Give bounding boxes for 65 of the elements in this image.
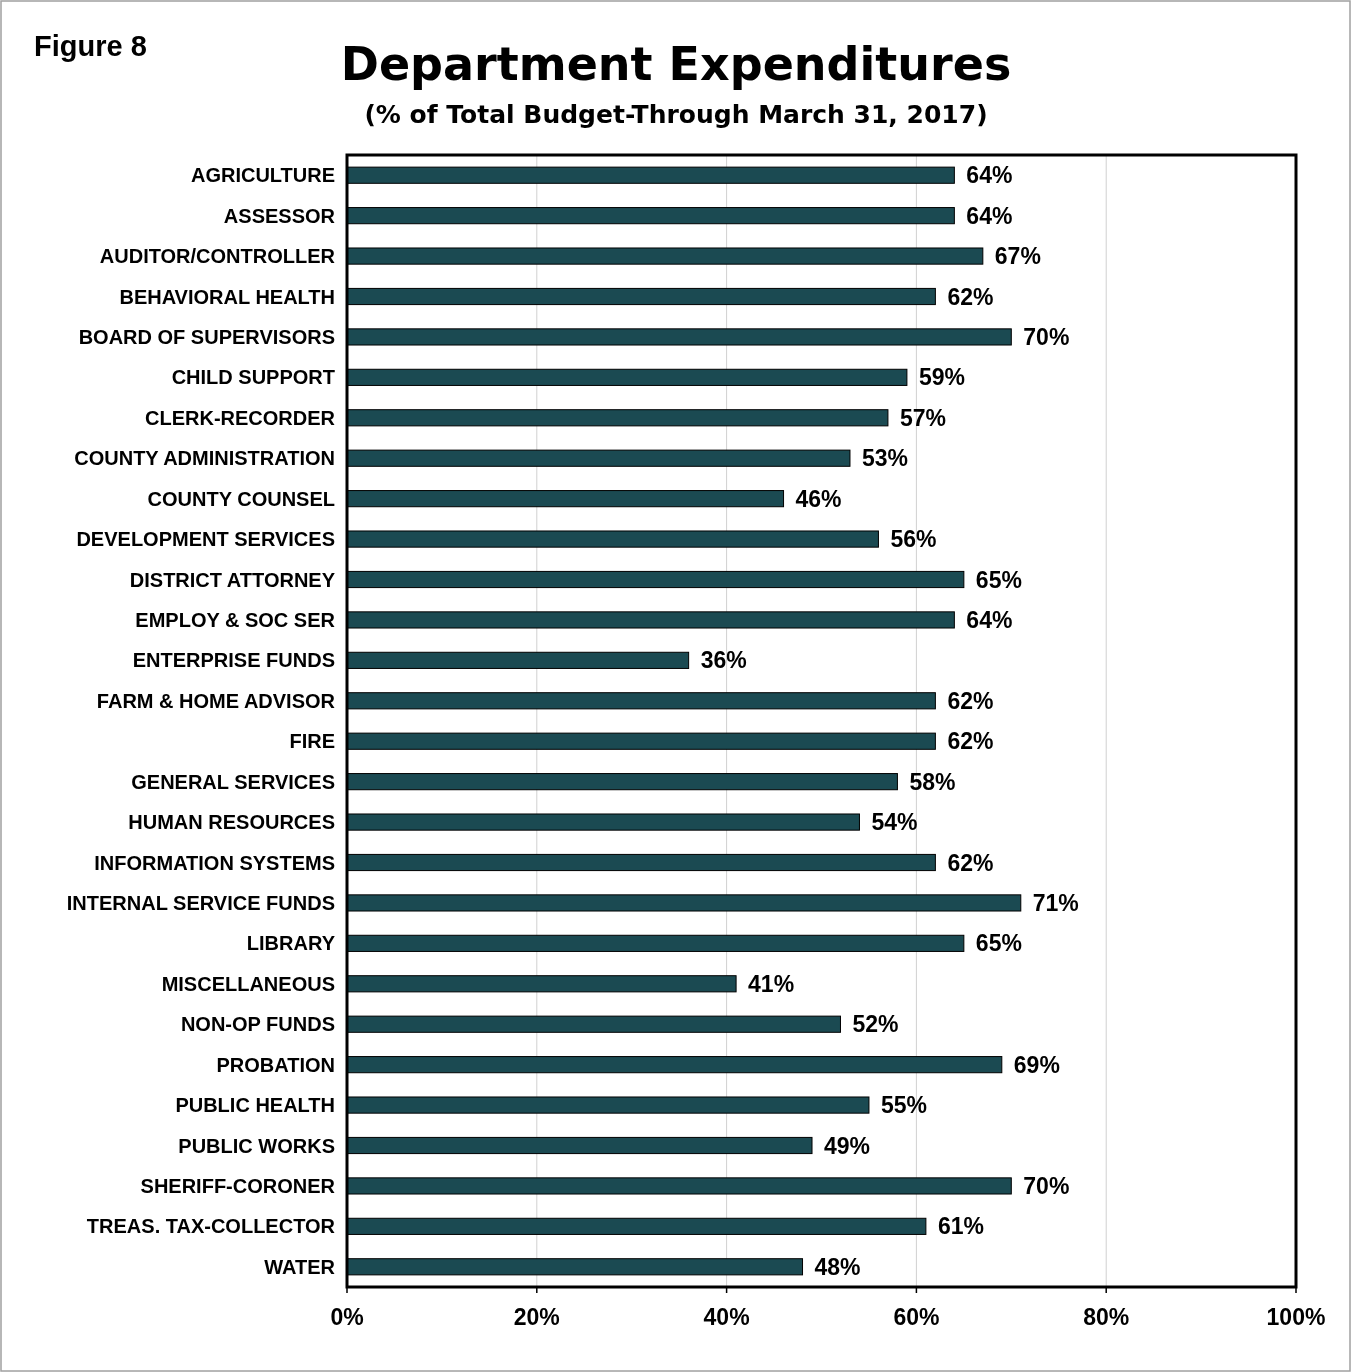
data-label: 61% (937, 1213, 984, 1240)
data-label: 64% (966, 162, 1013, 189)
data-label: 53% (861, 445, 909, 472)
y-tick-label: FARM & HOME ADVISOR (96, 689, 336, 712)
y-tick-label: AGRICULTURE (190, 164, 335, 187)
data-label: 59% (918, 364, 965, 391)
y-tick-label: BEHAVIORAL HEALTH (119, 285, 335, 308)
x-tick-label: 0% (330, 1304, 364, 1330)
y-tick-label: MISCELLANEOUS (161, 972, 335, 995)
data-label: 62% (947, 849, 994, 876)
y-tick-label: HUMAN RESOURCES (128, 811, 335, 834)
data-label: 36% (700, 647, 747, 674)
data-label: 52% (852, 1011, 899, 1038)
y-tick-label: SHERIFF-CORONER (140, 1174, 336, 1197)
data-label: 58% (909, 768, 956, 795)
y-tick-label: DEVELOPMENT SERVICES (76, 528, 335, 551)
data-label: 48% (814, 1253, 861, 1280)
y-tick-label: INFORMATION SYSTEMS (94, 851, 335, 874)
y-tick-label: TREAS. TAX-COLLECTOR (86, 1215, 336, 1238)
data-label: 46% (795, 485, 842, 512)
y-tick-label: GENERAL SERVICES (131, 770, 335, 793)
data-label: 56% (890, 526, 937, 553)
data-label: 62% (947, 687, 994, 714)
y-tick-label: PROBATION (216, 1053, 335, 1076)
data-label: 57% (899, 404, 946, 431)
y-tick-label: COUNTY ADMINISTRATION (74, 447, 335, 470)
y-tick-label: AUDITOR/CONTROLLER (99, 245, 336, 268)
y-tick-label: CHILD SUPPORT (171, 366, 335, 389)
data-label: 65% (975, 566, 1022, 593)
data-label: 65% (975, 930, 1022, 957)
y-tick-label: EMPLOY & SOC SER (135, 608, 336, 631)
x-tick-label: 100% (1266, 1304, 1326, 1330)
y-tick-label: LIBRARY (246, 932, 336, 955)
data-label: 62% (947, 728, 994, 755)
data-label: 64% (966, 606, 1013, 633)
y-tick-label: NON-OP FUNDS (180, 1013, 335, 1036)
chart-subtitle: (% of Total Budget-Through March 31, 2017) (364, 100, 988, 129)
data-label: 67% (994, 243, 1041, 270)
y-tick-label: BOARD OF SUPERVISORS (78, 325, 335, 348)
data-label: 55% (880, 1092, 927, 1119)
data-label: 41% (748, 970, 795, 997)
chart-title: Department Expenditures (340, 37, 1012, 91)
x-tick-label: 60% (893, 1304, 940, 1330)
y-tick-label: FIRE (289, 730, 335, 753)
x-tick-label: 40% (703, 1304, 750, 1330)
data-label: 69% (1013, 1051, 1060, 1078)
data-label: 64% (966, 202, 1013, 229)
caption: Figure 8 (34, 30, 147, 62)
data-label: 70% (1023, 323, 1070, 350)
y-tick-label: ASSESSOR (223, 204, 336, 227)
y-tick-label: PUBLIC HEALTH (175, 1094, 335, 1117)
x-tick-label: 80% (1083, 1304, 1130, 1330)
data-label: 62% (947, 283, 994, 310)
y-tick-label: WATER (264, 1255, 336, 1278)
y-tick-label: COUNTY COUNSEL (147, 487, 335, 510)
data-label: 70% (1023, 1172, 1070, 1199)
y-tick-label: ENTERPRISE FUNDS (132, 649, 335, 672)
y-tick-label: PUBLIC WORKS (178, 1134, 335, 1157)
data-label: 54% (871, 809, 918, 836)
y-tick-label: INTERNAL SERVICE FUNDS (66, 891, 335, 914)
data-label: 71% (1032, 889, 1079, 916)
data-label: 49% (824, 1132, 871, 1159)
x-tick-label: 20% (513, 1304, 560, 1330)
y-tick-label: DISTRICT ATTORNEY (129, 568, 336, 591)
y-tick-label: CLERK-RECORDER (145, 406, 336, 429)
